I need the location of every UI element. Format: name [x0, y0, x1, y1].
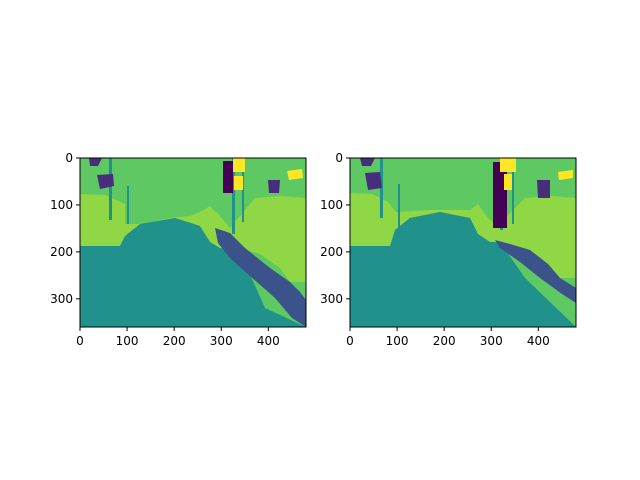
- right-pole-4: [512, 158, 514, 224]
- left-sidewalk-region: [215, 228, 306, 327]
- right-sign-2: [365, 172, 382, 190]
- right-y-tick-label: 200: [320, 245, 343, 259]
- right-road-region: [350, 212, 576, 327]
- left-y-tick-label: 100: [50, 198, 73, 212]
- right-segmentation-panel: [350, 158, 576, 327]
- right-traffic-light-2: [504, 174, 512, 190]
- left-dark-structure: [223, 161, 233, 193]
- right-sidewalk-region: [495, 240, 576, 303]
- left-x-tick-label: 200: [163, 334, 186, 348]
- right-x-tick-label: 400: [527, 334, 550, 348]
- right-y-tick-label: 300: [320, 292, 343, 306]
- left-y-tick-label: 300: [50, 292, 73, 306]
- right-y-tick-label: 100: [320, 198, 343, 212]
- right-pole-2: [398, 184, 400, 228]
- right-sign-1: [360, 158, 375, 166]
- left-vegetation-region: [80, 194, 306, 282]
- left-x-tick-label: 100: [116, 334, 139, 348]
- right-axes-frame: [349, 157, 577, 328]
- left-sign-1: [89, 158, 102, 166]
- left-sign-2: [97, 174, 114, 189]
- right-x-tick-label: 100: [386, 334, 409, 348]
- left-segmentation-panel: [80, 158, 306, 327]
- right-vegetation-region: [350, 193, 576, 278]
- left-pole-3: [232, 158, 235, 234]
- right-traffic-light-1: [500, 158, 516, 172]
- left-traffic-light-2: [234, 176, 243, 190]
- right-y-tick-label: 0: [335, 151, 343, 165]
- left-traffic-light-3: [287, 169, 303, 180]
- left-pole-2: [127, 186, 129, 224]
- left-pole-1: [109, 158, 112, 220]
- right-x-tick-label: 0: [346, 334, 354, 348]
- left-traffic-light-1: [233, 158, 245, 172]
- right-dark-structure: [493, 162, 507, 228]
- left-x-tick-label: 300: [210, 334, 233, 348]
- tick-layer: 0 100 200 300 400 0 100 200 300 0 100 200 300 400 0 100…: [50, 151, 550, 348]
- left-y-tick-label: 0: [65, 151, 73, 165]
- right-x-tick-label: 200: [433, 334, 456, 348]
- left-y-tick-label: 200: [50, 245, 73, 259]
- left-pole-4: [242, 162, 244, 222]
- left-x-tick-label: 400: [257, 334, 280, 348]
- left-axes-frame: [79, 157, 307, 328]
- right-x-tick-label: 300: [480, 334, 503, 348]
- right-sign-3: [537, 180, 550, 198]
- right-traffic-light-3: [558, 170, 573, 180]
- left-x-tick-label: 0: [76, 334, 84, 348]
- left-road-region: [80, 218, 306, 327]
- left-sign-3: [268, 180, 280, 193]
